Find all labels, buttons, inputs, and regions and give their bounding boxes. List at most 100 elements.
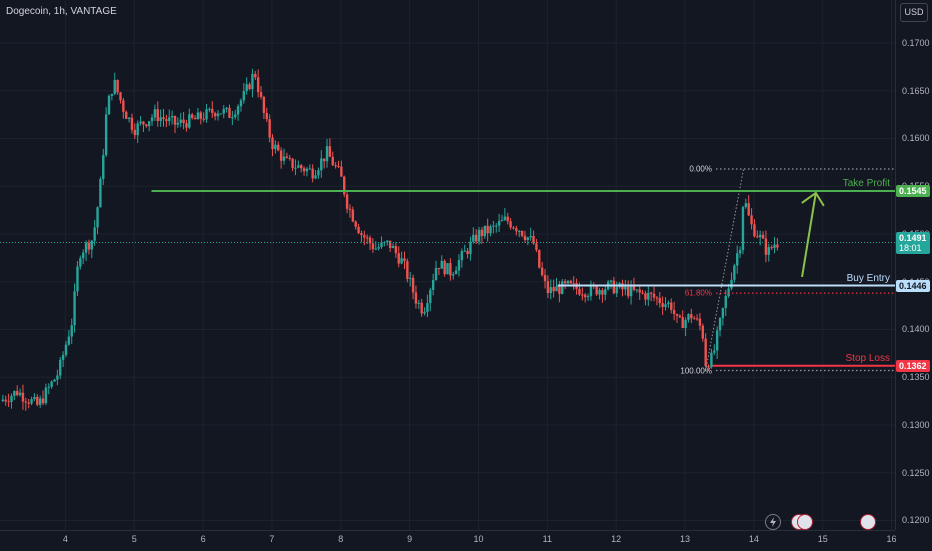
candle-body-165 — [474, 234, 478, 242]
candle-body-157 — [452, 274, 455, 276]
level-price-tag-0: 0.1545 — [896, 184, 930, 197]
candle-body-27 — [79, 258, 82, 267]
candle-body-258 — [741, 207, 745, 251]
time-tick-9: 13 — [680, 534, 691, 544]
candle-body-213 — [612, 280, 616, 294]
candle-body-147 — [423, 311, 426, 314]
candle-body-34 — [99, 178, 102, 208]
lightning-icon[interactable] — [765, 514, 781, 530]
candle-body-255 — [733, 265, 736, 280]
candle-body-14 — [41, 398, 45, 404]
time-tick-10: 14 — [748, 534, 759, 544]
candle-body-104 — [300, 165, 303, 169]
candle-body-224 — [644, 293, 647, 300]
candle-body-151 — [434, 267, 438, 281]
candle-body-129 — [371, 243, 375, 250]
candle-body-42 — [122, 100, 125, 112]
candle-body-136 — [391, 246, 395, 248]
candle-body-181 — [520, 230, 524, 236]
candle-body-219 — [629, 285, 633, 297]
candle-body-35 — [102, 155, 105, 179]
candle-body-116 — [334, 165, 337, 167]
candle-body-221 — [635, 289, 639, 291]
candle-body-232 — [667, 302, 670, 305]
candle-body-269 — [773, 244, 776, 249]
candle-body-262 — [753, 224, 756, 237]
candle-body-222 — [638, 289, 641, 293]
candle-body-192 — [552, 287, 555, 292]
candle-body-225 — [647, 292, 650, 300]
candle-body-150 — [431, 280, 435, 290]
candle-body-145 — [417, 302, 421, 304]
currency-button[interactable]: USD — [900, 3, 928, 22]
candle-body-194 — [558, 286, 561, 294]
candle-body-166 — [477, 229, 481, 242]
candle-body-267 — [767, 247, 770, 255]
candle-body-246 — [707, 366, 710, 368]
time-tick-5: 9 — [407, 534, 413, 544]
candle-body-139 — [400, 258, 403, 264]
candle-body-182 — [523, 235, 527, 240]
time-tick-11: 15 — [817, 534, 828, 544]
candle-body-32 — [93, 227, 96, 241]
candle-body-212 — [609, 280, 613, 282]
us-flag-icon-2[interactable] — [797, 514, 813, 530]
candle-body-22 — [64, 344, 68, 355]
candle-body-67 — [193, 117, 197, 120]
candle-body-134 — [386, 240, 389, 243]
candle-body-7 — [21, 392, 25, 402]
candle-body-179 — [515, 228, 518, 232]
us-flag-icon-3[interactable] — [860, 514, 876, 530]
candle-body-268 — [770, 247, 773, 249]
candle-body-103 — [297, 165, 300, 168]
candle-body-85 — [245, 84, 248, 92]
candle-body-154 — [443, 260, 446, 275]
candle-body-64 — [185, 123, 188, 128]
candle-body-10 — [30, 399, 33, 404]
candlestick-chart[interactable] — [0, 0, 895, 530]
candle-body-142 — [409, 277, 412, 279]
candle-body-107 — [308, 168, 312, 170]
candle-body-70 — [202, 118, 205, 120]
candle-body-160 — [460, 251, 464, 261]
candle-body-231 — [664, 304, 667, 307]
level-label-2: Stop Loss — [845, 352, 890, 364]
candle-body-184 — [529, 235, 532, 238]
chart-canvas[interactable] — [0, 0, 895, 530]
candle-body-105 — [302, 168, 306, 172]
price-tick-2: 0.1300 — [902, 419, 930, 430]
level-label-0: Take Profit — [842, 177, 890, 189]
candle-body-87 — [251, 73, 254, 90]
candle-body-208 — [598, 290, 601, 295]
candle-body-169 — [486, 225, 489, 234]
candle-body-9 — [27, 402, 30, 404]
candle-body-196 — [563, 281, 567, 284]
candle-body-60 — [173, 116, 177, 125]
candle-body-96 — [277, 144, 280, 151]
candle-body-263 — [756, 236, 759, 238]
candle-body-37 — [107, 95, 111, 115]
candle-body-163 — [469, 241, 472, 255]
candle-body-119 — [343, 176, 346, 195]
candle-body-256 — [736, 253, 739, 266]
candle-body-40 — [116, 79, 119, 93]
candle-body-12 — [36, 396, 39, 405]
chart-title: Dogecoin, 1h, VANTAGE — [6, 6, 117, 17]
candle-body-43 — [125, 111, 128, 119]
candle-body-237 — [681, 317, 684, 328]
candle-body-220 — [632, 285, 636, 290]
candle-body-153 — [440, 260, 443, 269]
candle-body-49 — [142, 121, 145, 125]
candle-body-254 — [730, 279, 733, 289]
candle-body-8 — [24, 401, 28, 403]
candle-body-50 — [145, 124, 148, 127]
candle-body-68 — [196, 112, 200, 120]
candle-body-173 — [497, 221, 501, 226]
candle-body-4 — [13, 391, 16, 396]
price-axis[interactable] — [895, 0, 932, 530]
candle-body-125 — [360, 233, 363, 236]
candle-body-47 — [136, 123, 139, 136]
candle-body-99 — [285, 156, 289, 158]
candle-body-203 — [583, 294, 587, 298]
time-axis[interactable] — [0, 530, 895, 551]
